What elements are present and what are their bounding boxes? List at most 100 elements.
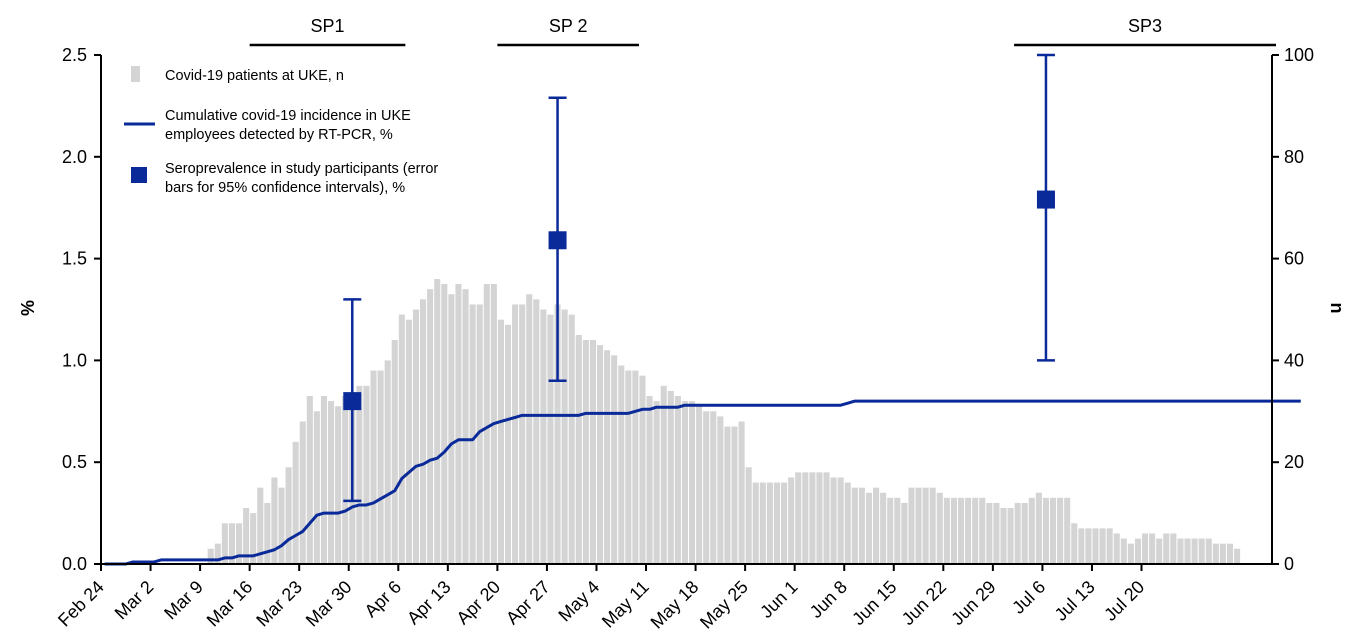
bar	[1064, 497, 1071, 564]
left-axis-title: %	[18, 300, 38, 316]
bar	[271, 477, 278, 564]
bar	[943, 497, 950, 564]
bar	[873, 487, 880, 564]
bar	[589, 340, 596, 564]
left-axis: 0.0 0.5 1.0 1.5 2.0 2.5	[62, 45, 102, 574]
bar	[632, 370, 639, 564]
bar	[1191, 538, 1198, 564]
bar	[1113, 533, 1120, 564]
right-axis-title: n	[1327, 303, 1345, 314]
legend-bar-label: Covid-19 patients at UKE, n	[165, 68, 344, 84]
bar	[865, 492, 873, 564]
bar	[1000, 508, 1007, 564]
left-tick-label: 2.5	[62, 45, 87, 65]
bar	[377, 370, 384, 564]
study-period-label: SP 2	[549, 16, 588, 36]
bar	[887, 497, 894, 564]
left-tick-label: 2.0	[62, 147, 87, 167]
bar	[448, 294, 455, 564]
bar	[250, 513, 257, 564]
bar	[483, 284, 490, 564]
bar	[596, 345, 604, 564]
bar	[689, 401, 696, 564]
study-period-label: SP3	[1128, 16, 1162, 36]
bar	[738, 421, 745, 564]
seroprevalence-point	[343, 392, 362, 411]
legend-bar-swatch	[131, 66, 140, 82]
legend-line-label-2: employees detected by RT-PCR, %	[165, 127, 393, 143]
x-tick-label: May 11	[598, 577, 653, 632]
study-period-label: SP1	[310, 16, 344, 36]
bar	[370, 370, 377, 564]
bar	[660, 385, 667, 564]
bar	[837, 477, 844, 564]
left-tick-label: 0.0	[62, 554, 87, 574]
left-tick-label: 0.5	[62, 452, 87, 472]
bar	[922, 487, 929, 564]
bar	[313, 411, 320, 564]
bar	[1156, 538, 1163, 564]
bar	[986, 502, 993, 564]
x-tick-label: Jul 6	[1008, 577, 1049, 618]
bar	[1120, 538, 1127, 564]
bar	[766, 482, 773, 564]
bar	[1177, 538, 1184, 564]
x-tick-label: Apr 13	[403, 577, 455, 629]
bar	[497, 319, 504, 564]
legend-point-swatch	[131, 167, 147, 183]
bar	[455, 284, 462, 564]
bar	[1071, 523, 1078, 564]
seroprevalence-point	[548, 231, 567, 250]
bar	[214, 543, 221, 564]
bar	[929, 487, 936, 564]
legend-line-label-1: Cumulative covid-19 incidence in UKE	[165, 108, 411, 124]
bar	[936, 492, 943, 564]
bar	[384, 360, 391, 564]
bar	[894, 497, 901, 564]
right-tick-label: 60	[1284, 249, 1304, 269]
bar	[207, 548, 214, 564]
right-tick-label: 100	[1284, 45, 1314, 65]
x-tick-label: Apr 27	[502, 577, 554, 629]
bar	[285, 467, 292, 564]
bar	[221, 523, 228, 564]
bar	[420, 299, 427, 564]
bar	[604, 350, 611, 564]
bar	[950, 497, 957, 564]
bar	[696, 406, 703, 564]
seroprevalence-point	[1036, 190, 1055, 209]
bar	[335, 406, 342, 564]
bar	[908, 487, 915, 564]
x-tick-label: Mar 23	[252, 577, 306, 631]
x-tick-label: Jun 29	[947, 577, 999, 629]
bar	[1198, 538, 1205, 564]
bar	[752, 482, 759, 564]
x-tick-label: Apr 6	[361, 577, 406, 622]
right-tick-label: 40	[1284, 350, 1304, 370]
bar	[795, 472, 802, 564]
x-tick-label: Feb 24	[54, 577, 108, 631]
bar	[681, 401, 688, 564]
bar	[1078, 528, 1085, 564]
bar	[540, 309, 547, 564]
bar	[1106, 528, 1113, 564]
bar	[710, 411, 717, 564]
x-tick-label: Jun 1	[756, 577, 801, 622]
bar	[434, 278, 441, 564]
x-tick-label: Jul 13	[1051, 577, 1099, 625]
x-tick-label: May 4	[554, 577, 603, 626]
bar	[1212, 543, 1219, 564]
bar	[533, 299, 540, 564]
bar	[391, 340, 398, 564]
bar	[880, 492, 887, 564]
bar	[1149, 533, 1156, 564]
bar	[554, 304, 561, 564]
bar	[1219, 543, 1226, 564]
bar	[469, 304, 476, 564]
bar	[427, 289, 434, 564]
x-tick-label: May 18	[647, 577, 703, 633]
bar	[674, 396, 681, 564]
bar	[773, 482, 781, 564]
bar	[724, 426, 731, 564]
bar	[788, 477, 795, 564]
